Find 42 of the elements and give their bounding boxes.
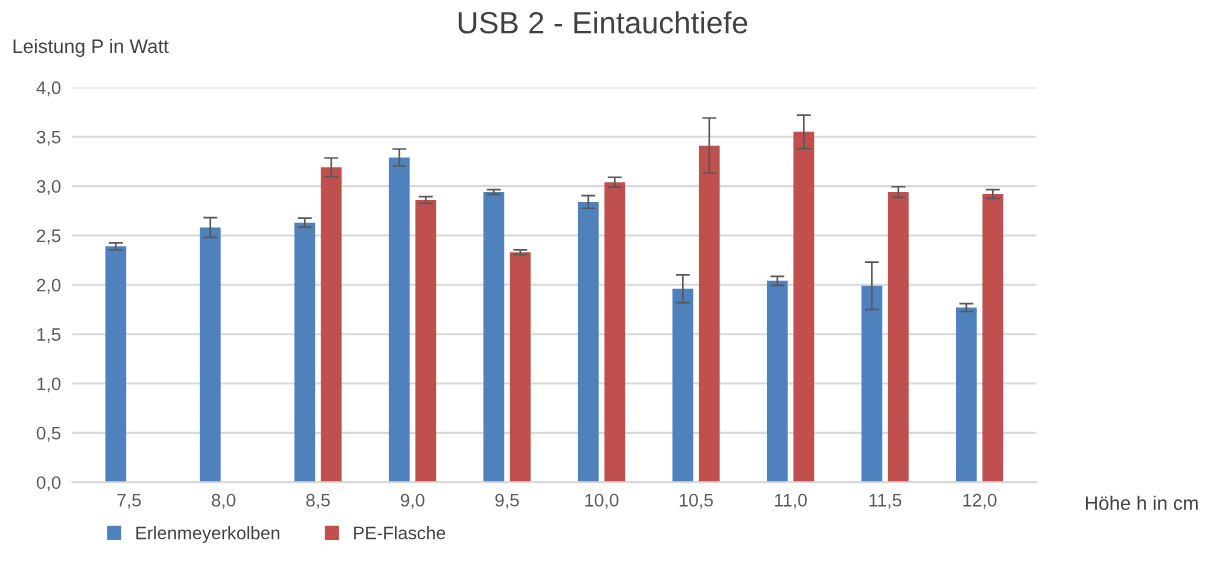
bar — [672, 288, 694, 483]
x-tick-label: 12,0 — [963, 493, 997, 509]
y-tick-label: 4,0 — [36, 81, 61, 97]
bar — [105, 246, 127, 483]
chart-title: USB 2 - Eintauchtiefe — [458, 11, 748, 34]
bar — [766, 280, 788, 483]
legend-label: PE-Flasche — [354, 526, 446, 540]
bar — [955, 307, 977, 483]
bar — [199, 227, 221, 483]
bar — [320, 167, 342, 483]
bar — [887, 192, 909, 483]
bar — [982, 194, 1004, 483]
y-tick-label: 0,0 — [36, 476, 61, 492]
bar — [793, 131, 815, 483]
bar — [861, 285, 883, 483]
bar — [509, 252, 531, 483]
y-tick-label: 1,0 — [37, 377, 61, 393]
y-tick-label: 0,5 — [36, 426, 61, 442]
y-axis-title: Leistung P in Watt — [13, 38, 169, 57]
x-tick-label: 10,0 — [585, 493, 619, 509]
x-tick-label: 11,5 — [869, 493, 902, 509]
bar — [294, 222, 316, 483]
y-tick-label: 2,5 — [37, 229, 61, 245]
x-tick-label: 11,0 — [775, 493, 807, 509]
legend-label: Erlenmeyerkolben — [136, 526, 280, 543]
x-tick-label: 7,5 — [117, 493, 141, 509]
y-tick-label: 3,0 — [36, 180, 61, 195]
bar — [604, 182, 626, 483]
x-tick-label: 9,0 — [400, 493, 425, 509]
x-axis-title: Höhe h in cm — [1086, 495, 1198, 510]
bar — [388, 157, 410, 483]
x-tick-label: 8,0 — [211, 493, 236, 509]
y-tick-label: 1,5 — [37, 328, 61, 344]
x-tick-label: 8,5 — [306, 493, 330, 509]
bar — [483, 192, 505, 483]
x-tick-label: 10,5 — [679, 493, 713, 509]
x-tick-label: 9,5 — [495, 493, 519, 509]
y-tick-label: 2,0 — [37, 278, 61, 294]
y-tick-label: 3,5 — [36, 130, 61, 146]
bar — [415, 199, 437, 483]
bar — [577, 201, 599, 483]
bar — [698, 145, 720, 483]
